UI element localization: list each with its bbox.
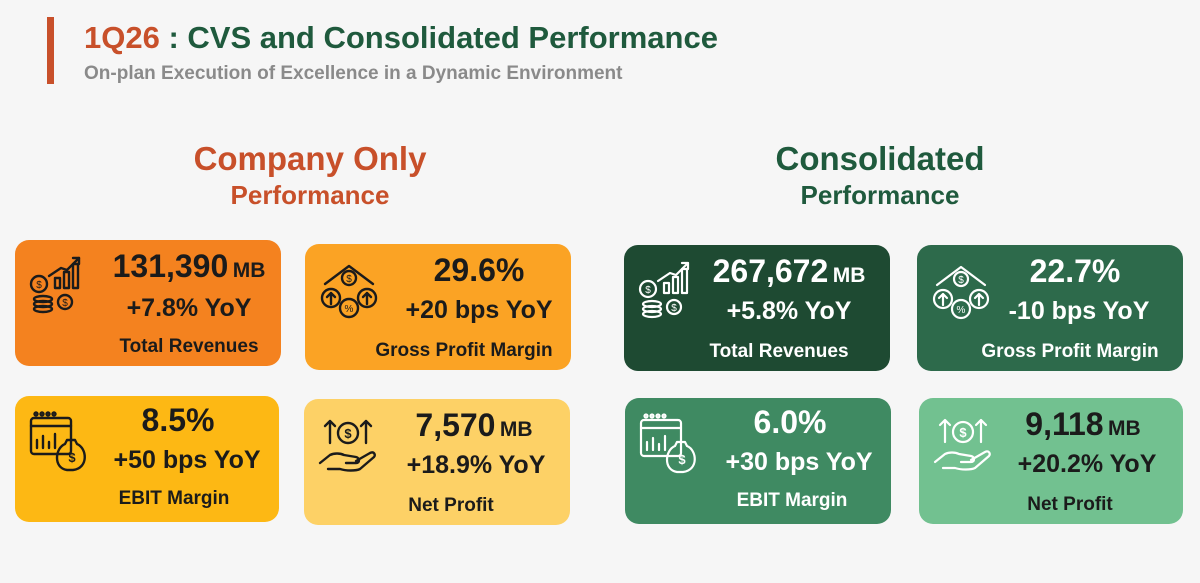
company-revenue-label: Total Revenues <box>119 336 259 357</box>
consolidated-revenue-card: $ $ 267,672 MB +5.8% YoY Total Revenues <box>624 245 890 371</box>
company-only-heading-line1: Company Only <box>193 140 427 177</box>
company-gross-margin-card: $ % 29.6% +20 bps YoY Gross Profit Margi… <box>305 244 571 370</box>
company-net-profit-unit: MB <box>499 418 533 441</box>
net-profit-icon: $ <box>933 418 991 471</box>
company-only-heading-line2: Performance <box>230 180 390 210</box>
consolidated-revenue-label: Total Revenues <box>709 341 849 362</box>
company-ebit-card: $ 8.5% +50 bps YoY EBIT Margin <box>15 396 279 522</box>
consolidated-ebit-card: $ 6.0% +30 bps YoY EBIT Margin <box>625 398 891 524</box>
svg-text:$: $ <box>346 274 352 285</box>
ebit-chart-icon: $ <box>639 413 696 474</box>
svg-text:%: % <box>345 304 354 315</box>
title-accent-bar <box>47 17 54 84</box>
company-ebit-yoy: +50 bps YoY <box>113 446 261 474</box>
page-title: 1Q26 : CVS and Consolidated Performance <box>84 20 718 56</box>
company-net-profit-value: 7,570 <box>415 407 496 443</box>
company-gross-margin-value: 29.6% <box>433 252 525 288</box>
company-net-profit-value-row: 7,570 MB <box>386 407 562 444</box>
consolidated-gross-margin-value-row: 22.7% <box>987 253 1163 290</box>
svg-text:$: $ <box>645 285 651 296</box>
svg-text:$: $ <box>959 425 967 440</box>
svg-text:%: % <box>957 305 966 316</box>
consolidated-gross-margin-value: 22.7% <box>1029 253 1121 289</box>
company-gross-margin-yoy: +20 bps YoY <box>405 296 553 324</box>
consolidated-heading-line2: Performance <box>800 180 960 210</box>
revenue-growth-icon: $ $ <box>29 256 81 314</box>
svg-text:$: $ <box>671 303 677 314</box>
consolidated-ebit-yoy: +30 bps YoY <box>725 448 873 476</box>
company-only-heading: Company Only Performance <box>150 140 470 211</box>
svg-text:$: $ <box>68 450 76 465</box>
consolidated-net-profit-value-row: 9,118 MB <box>995 406 1171 443</box>
consolidated-net-profit-value: 9,118 <box>1025 406 1104 442</box>
consolidated-heading: Consolidated Performance <box>720 140 1040 211</box>
svg-text:$: $ <box>36 280 42 291</box>
company-net-profit-yoy: +18.9% YoY <box>406 451 546 479</box>
gross-margin-icon: $ % <box>932 265 990 320</box>
consolidated-net-profit-unit: MB <box>1108 417 1141 440</box>
consolidated-net-profit-label: Net Profit <box>1027 494 1113 515</box>
company-revenue-card: $ $ 131,390 MB +7.8% YoY Total Revenues <box>15 240 281 366</box>
consolidated-net-profit-yoy: +20.2% YoY <box>1017 450 1157 478</box>
net-profit-icon: $ <box>318 419 376 472</box>
consolidated-gross-margin-label: Gross Profit Margin <box>981 341 1159 362</box>
company-ebit-value-row: 8.5% <box>93 402 263 439</box>
consolidated-gross-margin-card: $ % 22.7% -10 bps YoY Gross Profit Margi… <box>917 245 1183 371</box>
consolidated-revenue-value-row: 267,672 MB <box>694 253 884 290</box>
title-quarter: 1Q26 <box>84 20 160 55</box>
revenue-growth-icon: $ $ <box>638 261 690 319</box>
consolidated-ebit-value-row: 6.0% <box>705 404 875 441</box>
company-gross-margin-label: Gross Profit Margin <box>375 340 553 361</box>
consolidated-gross-margin-yoy: -10 bps YoY <box>1008 297 1150 325</box>
consolidated-ebit-value: 6.0% <box>753 404 827 440</box>
svg-text:$: $ <box>678 452 686 467</box>
page-subtitle: On-plan Execution of Excellence in a Dyn… <box>84 63 623 84</box>
consolidated-ebit-label: EBIT Margin <box>736 490 848 511</box>
company-revenue-value: 131,390 <box>112 248 229 284</box>
company-ebit-label: EBIT Margin <box>118 488 230 509</box>
consolidated-net-profit-card: $ 9,118 MB +20.2% YoY Net Profit <box>919 398 1183 524</box>
gross-margin-icon: $ % <box>320 264 378 319</box>
company-gross-margin-value-row: 29.6% <box>387 252 571 289</box>
company-net-profit-label: Net Profit <box>408 495 494 516</box>
consolidated-revenue-value: 267,672 <box>712 253 829 289</box>
svg-text:$: $ <box>958 275 964 286</box>
company-revenue-value-row: 131,390 MB <box>97 248 281 285</box>
consolidated-revenue-yoy: +5.8% YoY <box>726 297 852 325</box>
consolidated-revenue-unit: MB <box>832 264 866 287</box>
svg-text:$: $ <box>344 426 352 441</box>
ebit-chart-icon: $ <box>29 411 86 472</box>
company-net-profit-card: $ 7,570 MB +18.9% YoY Net Profit <box>304 399 570 525</box>
title-text: : CVS and Consolidated Performance <box>159 20 718 55</box>
svg-text:$: $ <box>62 298 68 309</box>
company-revenue-unit: MB <box>232 259 266 282</box>
company-revenue-yoy: +7.8% YoY <box>126 294 252 322</box>
consolidated-heading-line1: Consolidated <box>775 140 985 177</box>
company-ebit-value: 8.5% <box>141 402 215 438</box>
